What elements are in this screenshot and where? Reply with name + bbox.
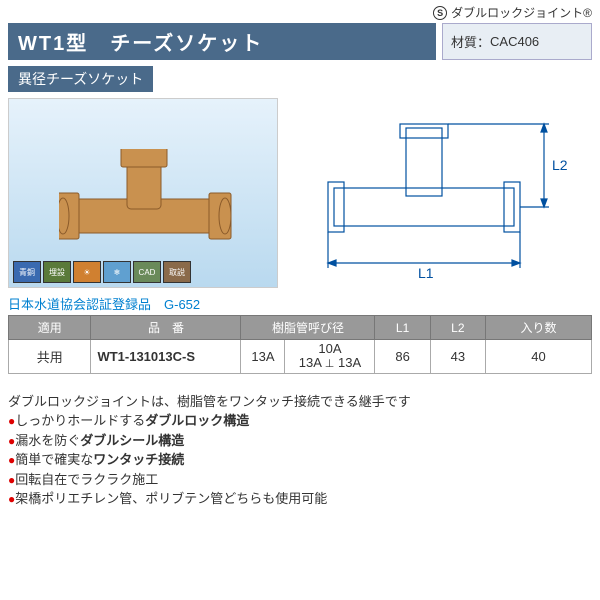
- cell-qty: 40: [485, 340, 591, 374]
- th-pipe: 樹脂管呼び径: [241, 316, 375, 340]
- subtitle: 異径チーズソケット: [8, 66, 153, 92]
- feature-item: ●簡単で確実なワンタッチ接続: [8, 450, 592, 470]
- brand-logo-icon: S: [433, 6, 447, 20]
- description-block: ダブルロックジョイントは、樹脂管をワンタッチ接続できる継手です ●しっかりホール…: [8, 392, 592, 509]
- feature-item: ●架橋ポリエチレン管、ポリブテン管どちらも使用可能: [8, 489, 592, 509]
- cell-apply: 共用: [9, 340, 91, 374]
- table-row: 共用 WT1-131013C-S 13A 10A 13A ⊥ 13A 86 43…: [9, 340, 592, 374]
- spec-table: 適用 品 番 樹脂管呼び径 L1 L2 入り数 共用 WT1-131013C-S…: [8, 315, 592, 374]
- cell-pipe-b: 10A 13A ⊥ 13A: [285, 340, 375, 374]
- fitting-icon: [59, 149, 239, 259]
- feature-list: ●しっかりホールドするダブルロック構造●漏水を防ぐダブルシール構造●簡単で確実な…: [8, 411, 592, 509]
- photo-badges: 青銅埋設☀❄CAD取説: [13, 261, 191, 283]
- certification-text: 日本水道協会認証登録品 G-652: [8, 294, 592, 313]
- material-label: 材質：: [451, 32, 490, 51]
- brand-bar: S ダブルロックジョイント®: [8, 4, 592, 21]
- description-text: ダブルロックジョイントは、樹脂管をワンタッチ接続できる継手です: [8, 392, 592, 412]
- dimension-diagram: L1 L2: [284, 98, 592, 288]
- material-value: CAC406: [490, 34, 539, 49]
- dim-l2: L2: [552, 157, 568, 173]
- feature-item: ●漏水を防ぐダブルシール構造: [8, 431, 592, 451]
- cell-l1: 86: [375, 340, 430, 374]
- photo-badge: CAD: [133, 261, 161, 283]
- photo-badge: 埋設: [43, 261, 71, 283]
- page-title: WT1型 チーズソケット: [8, 23, 436, 60]
- cell-pn: WT1-131013C-S: [91, 340, 241, 374]
- brand-text: ダブルロックジョイント®: [451, 4, 592, 21]
- dim-l1: L1: [418, 265, 434, 281]
- photo-badge: ☀: [73, 261, 101, 283]
- th-l2: L2: [430, 316, 485, 340]
- feature-item: ●回転自在でラクラク施工: [8, 470, 592, 490]
- cell-l2: 43: [430, 340, 485, 374]
- th-apply: 適用: [9, 316, 91, 340]
- table-header-row: 適用 品 番 樹脂管呼び径 L1 L2 入り数: [9, 316, 592, 340]
- feature-item: ●しっかりホールドするダブルロック構造: [8, 411, 592, 431]
- material-box: 材質： CAC406: [442, 23, 592, 60]
- th-pn: 品 番: [91, 316, 241, 340]
- photo-badge: ❄: [103, 261, 131, 283]
- product-photo: 青銅埋設☀❄CAD取説: [8, 98, 278, 288]
- th-qty: 入り数: [485, 316, 591, 340]
- th-l1: L1: [375, 316, 430, 340]
- photo-badge: 青銅: [13, 261, 41, 283]
- cell-pipe-a: 13A: [241, 340, 285, 374]
- photo-badge: 取説: [163, 261, 191, 283]
